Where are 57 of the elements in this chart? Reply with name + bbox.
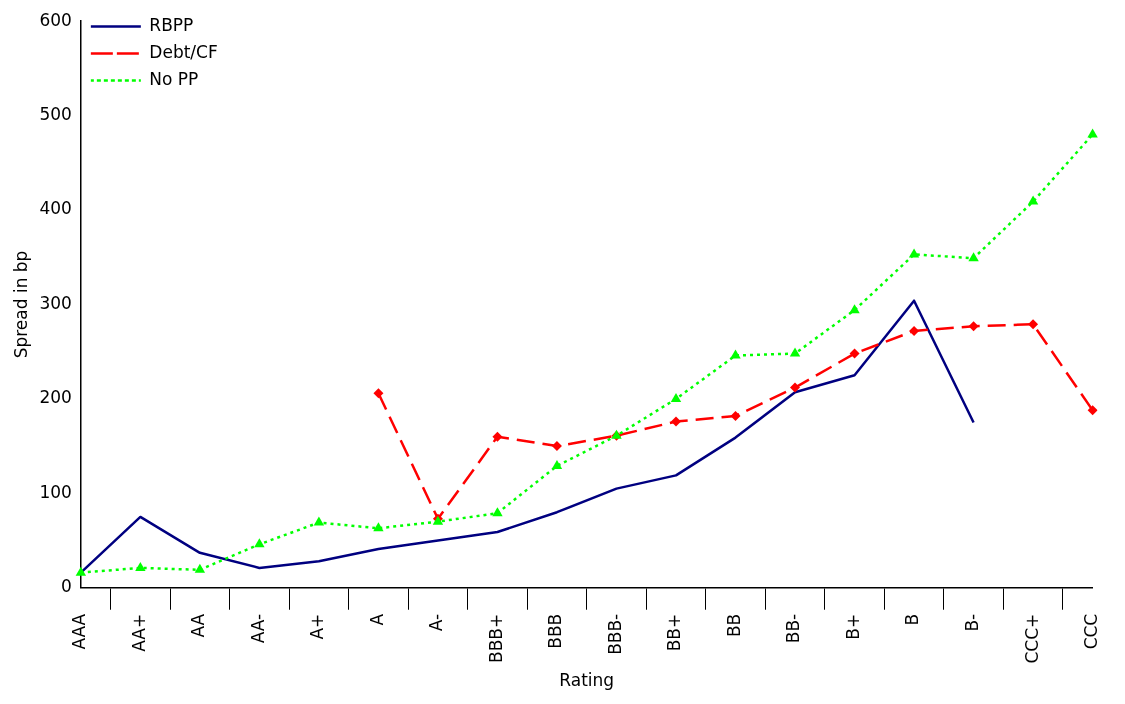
point bbox=[135, 561, 146, 571]
point bbox=[254, 538, 265, 548]
y-tick-label: 200 bbox=[39, 387, 72, 408]
y-tick-label: 600 bbox=[39, 9, 72, 30]
x-tick-label: AA bbox=[188, 613, 209, 638]
x-tick-label: CCC+ bbox=[1021, 613, 1042, 664]
legend-label: Debt/CF bbox=[149, 41, 218, 62]
point bbox=[670, 392, 682, 402]
y-axis-title: Spread in bp bbox=[10, 250, 31, 359]
point bbox=[789, 347, 801, 357]
x-tick-label: AA- bbox=[247, 613, 268, 644]
x-tick-label: B- bbox=[961, 613, 982, 632]
point bbox=[968, 252, 979, 262]
x-tick-label: BBB- bbox=[604, 613, 625, 655]
x-tick-label: BB+ bbox=[664, 613, 685, 652]
x-axis-title: Rating bbox=[559, 670, 615, 691]
y-tick-label: 500 bbox=[39, 104, 72, 125]
y-tick-label: 400 bbox=[39, 198, 72, 219]
x-tick-label: AAA bbox=[69, 613, 90, 650]
x-tick-label: CCC bbox=[1081, 613, 1102, 650]
point bbox=[968, 321, 979, 332]
point bbox=[671, 416, 681, 427]
point bbox=[730, 349, 741, 359]
x-tick-label: AA+ bbox=[128, 613, 149, 652]
point bbox=[1027, 195, 1039, 205]
point bbox=[492, 507, 503, 517]
x-tick-label: A bbox=[366, 613, 387, 626]
x-tick-label: A- bbox=[426, 613, 447, 632]
y-tick-label: 300 bbox=[39, 292, 72, 313]
point bbox=[1028, 319, 1039, 330]
point bbox=[75, 566, 87, 576]
point bbox=[373, 522, 384, 532]
point bbox=[313, 516, 325, 526]
y-tick-label: 0 bbox=[61, 576, 72, 597]
point bbox=[492, 431, 503, 442]
point bbox=[373, 388, 384, 399]
x-tick-label: BB- bbox=[783, 613, 804, 644]
point bbox=[1087, 128, 1098, 138]
point bbox=[849, 348, 860, 359]
point bbox=[849, 304, 860, 314]
x-tick-label: BBB bbox=[545, 613, 566, 649]
x-tick-label: BB bbox=[723, 613, 744, 638]
point bbox=[908, 248, 920, 258]
x-tick-label: B bbox=[902, 613, 923, 626]
point bbox=[551, 441, 562, 452]
point bbox=[730, 410, 741, 421]
point bbox=[1087, 405, 1098, 416]
x-tick-label: BBB+ bbox=[485, 613, 506, 663]
point bbox=[790, 382, 801, 393]
point bbox=[194, 563, 206, 573]
x-tick-label: B+ bbox=[842, 613, 863, 640]
y-tick-label: 100 bbox=[39, 481, 72, 502]
x-tick-label: A+ bbox=[307, 613, 328, 640]
legend-label: RBPP bbox=[149, 14, 194, 35]
legend-label: No PP bbox=[149, 68, 199, 89]
point bbox=[551, 459, 563, 469]
point bbox=[909, 325, 920, 336]
